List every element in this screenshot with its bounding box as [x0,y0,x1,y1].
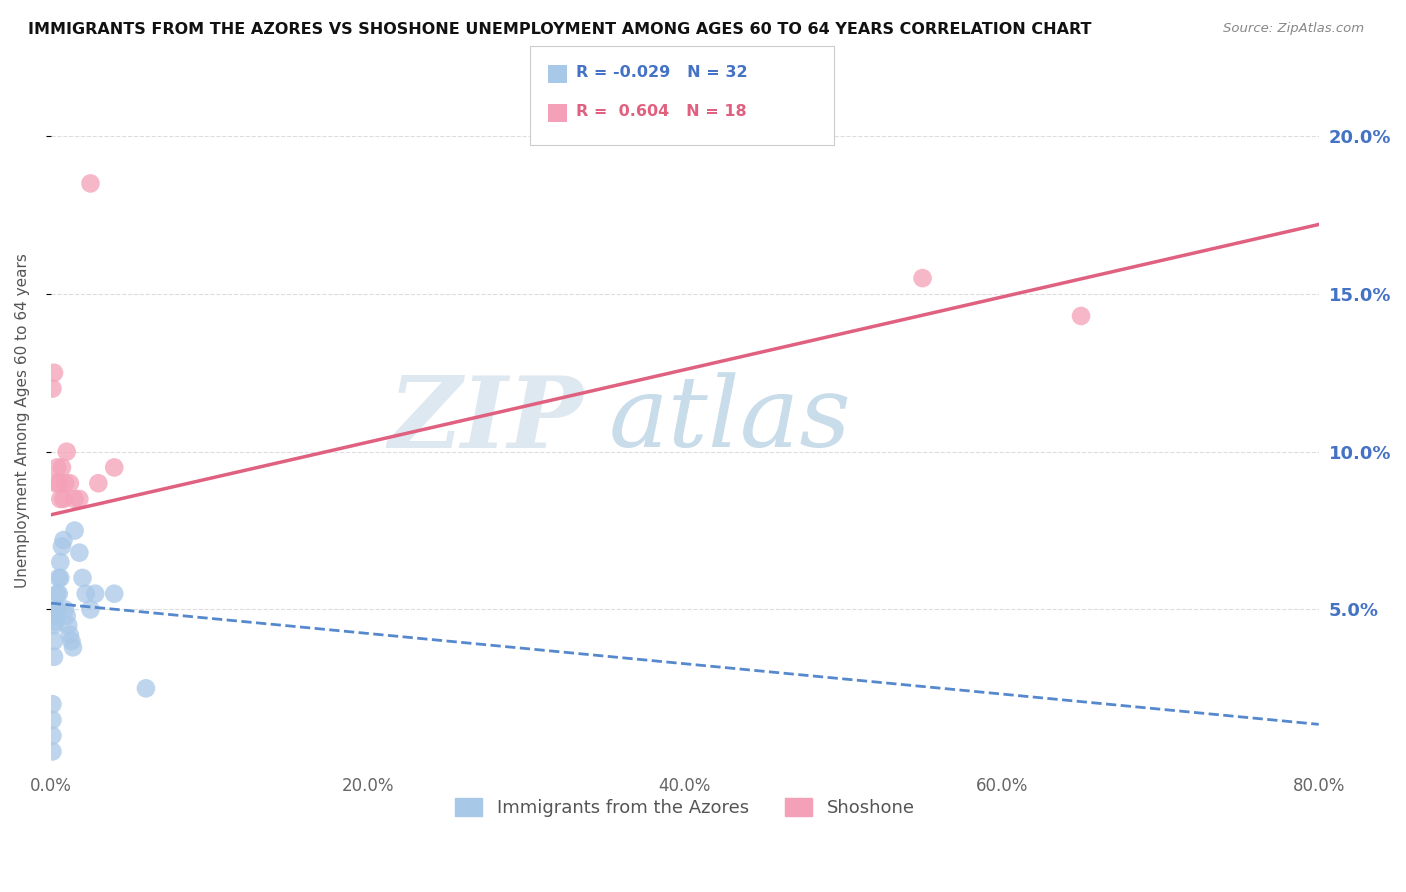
Point [1070,309,1092,323]
Point [53,602,76,616]
Point [62,640,84,655]
Y-axis label: Unemployment Among Ages 60 to 64 years: Unemployment Among Ages 60 to 64 years [15,252,30,588]
Point [45,476,67,491]
Point [42,634,65,648]
Point [911,271,934,285]
Point [42,649,65,664]
Point [41,382,63,396]
Point [45,608,67,623]
Point [45,615,67,629]
Point [58,618,80,632]
Point [67,546,90,560]
Point [42,366,65,380]
Point [41,713,63,727]
Point [75,587,97,601]
Point [53,476,76,491]
Point [84,587,107,601]
Point [51,460,73,475]
Point [60,634,83,648]
Point [52,491,75,506]
Text: Source: ZipAtlas.com: Source: ZipAtlas.com [1223,22,1364,36]
Point [49,571,72,585]
Point [41,744,63,758]
Point [103,460,125,475]
Point [41,729,63,743]
Text: IMMIGRANTS FROM THE AZORES VS SHOSHONE UNEMPLOYMENT AMONG AGES 60 TO 64 YEARS CO: IMMIGRANTS FROM THE AZORES VS SHOSHONE U… [28,22,1091,37]
Point [59,476,82,491]
Point [51,540,73,554]
Point [87,476,110,491]
Point [45,602,67,616]
Point [79,177,101,191]
Point [52,533,75,547]
Point [67,491,90,506]
Point [103,587,125,601]
Point [55,608,77,623]
Point [49,555,72,569]
Point [46,602,69,616]
Point [63,491,86,506]
Point [48,571,70,585]
Text: R =  0.604   N = 18: R = 0.604 N = 18 [576,104,747,119]
Point [46,460,69,475]
Point [46,587,69,601]
Point [72,571,94,585]
Point [41,697,63,711]
Legend: Immigrants from the Azores, Shoshone: Immigrants from the Azores, Shoshone [449,790,922,824]
Text: ZIP: ZIP [388,372,583,468]
Point [59,628,82,642]
Point [49,491,72,506]
Point [48,476,70,491]
Point [42,618,65,632]
Text: atlas: atlas [609,373,852,467]
Point [135,681,157,696]
Text: R = -0.029   N = 32: R = -0.029 N = 32 [576,65,748,79]
Point [79,602,101,616]
Point [63,524,86,538]
Point [55,444,77,458]
Point [48,587,70,601]
